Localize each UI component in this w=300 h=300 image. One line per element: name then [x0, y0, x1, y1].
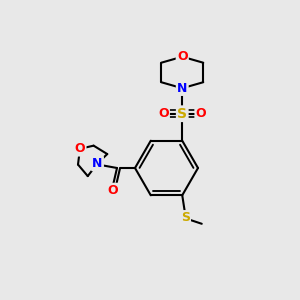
Text: O: O — [196, 107, 206, 120]
Text: N: N — [92, 157, 103, 170]
Text: S: S — [181, 211, 190, 224]
Text: O: O — [75, 142, 85, 155]
Text: S: S — [177, 107, 187, 121]
Text: O: O — [177, 50, 188, 63]
Text: N: N — [177, 82, 188, 95]
Text: O: O — [158, 107, 169, 120]
Text: O: O — [107, 184, 118, 197]
